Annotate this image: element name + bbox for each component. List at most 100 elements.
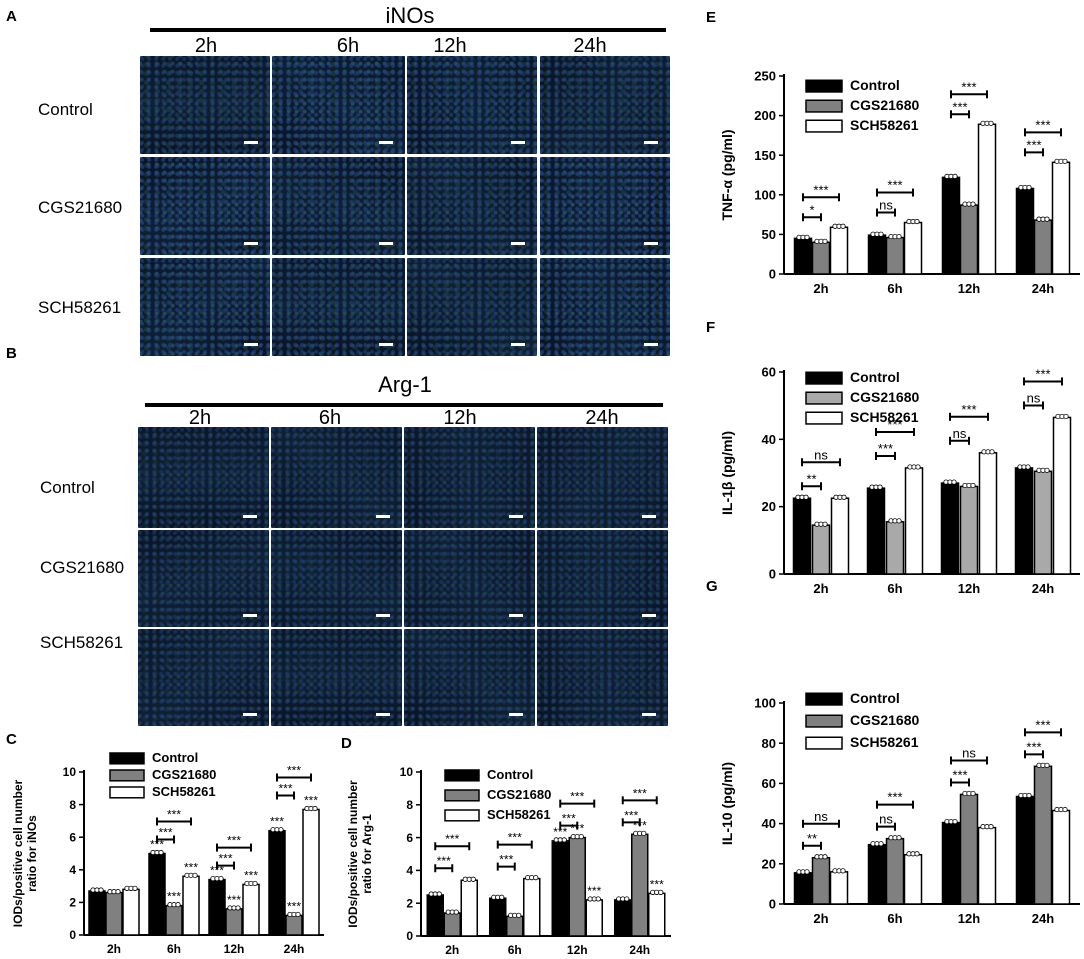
panel-letter-f: F xyxy=(706,319,715,336)
bar-control-6h xyxy=(866,487,886,575)
chart-g: G 0 20 40 60 80 100 IL-10 (pg/ml) 2h 6h 12h 24h ** ns… xyxy=(706,578,1080,926)
panel-b-micrograph-r2-c4 xyxy=(537,530,668,627)
bar-sch58261-6h xyxy=(903,221,923,275)
scale-bar xyxy=(511,343,525,346)
significance-label: *** xyxy=(587,884,601,898)
bar-control-6h xyxy=(148,852,166,936)
y-tick-label: 100 xyxy=(754,696,776,711)
legend-label-sch58261: SCH58261 xyxy=(850,409,919,425)
bracket-label: *** xyxy=(887,417,902,432)
panel-b-time-6h: 6h xyxy=(318,407,342,429)
data-point xyxy=(1063,413,1069,420)
scale-bar xyxy=(243,614,257,617)
data-point xyxy=(595,896,601,902)
scale-bar xyxy=(642,713,656,716)
bracket-label: *** xyxy=(167,808,181,822)
data-point xyxy=(98,887,104,893)
bar-cgs21680-24h xyxy=(1033,470,1053,575)
legend-swatch-sch58261 xyxy=(109,786,145,799)
significance-label: *** xyxy=(150,838,164,852)
data-point xyxy=(989,449,995,455)
y-tick-label: 40 xyxy=(762,816,776,831)
data-point xyxy=(877,484,883,490)
significance-label: *** xyxy=(167,890,181,904)
x-tick-label-6h: 6h xyxy=(887,281,902,296)
data-point xyxy=(561,837,567,843)
legend-label-control: Control xyxy=(850,690,900,706)
bar-cgs21680-24h xyxy=(631,833,649,937)
panel-b-time-12h: 12h xyxy=(443,407,477,429)
bar-sch58261-24h xyxy=(648,892,666,937)
panel-a-micrograph-r2-c4 xyxy=(540,157,670,255)
bar-sch58261-6h xyxy=(182,875,200,936)
panel-b-row-control: Control xyxy=(40,478,95,497)
panel-b-time-2h: 2h xyxy=(188,407,212,429)
legend-swatch-cgs21680 xyxy=(805,99,843,113)
legend-label-control: Control xyxy=(487,767,533,782)
y-axis-label: IL-10 (pg/ml) xyxy=(719,762,735,845)
data-point xyxy=(878,841,884,847)
legend-swatch-cgs21680 xyxy=(109,769,145,782)
chart-f: F 0 20 40 60 IL-1β (pg/ml) 2h 6h 12h 24h ** ns *** **… xyxy=(706,319,1080,596)
panel-letter-d: D xyxy=(341,735,352,752)
data-point xyxy=(1062,158,1068,164)
scale-bar xyxy=(244,343,258,346)
bracket-label: ns xyxy=(814,809,828,824)
panel-b-micrograph-r2-c2 xyxy=(271,530,402,627)
scale-bar xyxy=(511,141,525,144)
bar-control-24h xyxy=(268,829,286,936)
legend-swatch-sch58261 xyxy=(805,411,843,425)
scale-bar xyxy=(509,614,523,617)
bracket-label: *** xyxy=(278,781,292,795)
x-tick-label-6h: 6h xyxy=(167,942,181,956)
bar-sch58261-24h xyxy=(1052,416,1072,575)
x-tick-label-2h: 2h xyxy=(813,581,828,596)
bracket-label: ** xyxy=(807,831,817,846)
data-point xyxy=(453,909,459,915)
bar-control-24h xyxy=(614,899,632,937)
data-point xyxy=(1044,216,1050,222)
panel-a-micrograph-r1-c3 xyxy=(407,56,537,154)
panel-b-title: Arg-1 xyxy=(378,372,432,397)
scale-bar xyxy=(243,713,257,716)
bracket-label: *** xyxy=(1026,739,1041,754)
bar-cgs21680-6h xyxy=(885,521,905,575)
data-point xyxy=(970,201,976,207)
scale-bar xyxy=(244,141,258,144)
legend-swatch-sch58261 xyxy=(805,119,843,133)
data-point xyxy=(822,521,828,527)
panel-b-micrograph-r1-c3 xyxy=(404,427,535,528)
bar-cgs21680-2h xyxy=(811,857,831,905)
panel-b-micrograph-r3-c1 xyxy=(138,629,269,726)
y-axis-label-line1: IODs/positive cell number xyxy=(11,779,25,927)
significance-label: *** xyxy=(184,860,198,874)
bar-control-24h xyxy=(1015,187,1035,275)
data-point xyxy=(896,233,902,240)
panel-a-micrograph-r3-c1 xyxy=(140,258,270,356)
legend-swatch-cgs21680 xyxy=(444,789,480,802)
data-point xyxy=(132,885,138,891)
x-tick-label-6h: 6h xyxy=(508,943,522,957)
x-tick-label-24h: 24h xyxy=(1032,581,1054,596)
y-tick-label: 150 xyxy=(754,148,776,163)
bar-sch58261-2h xyxy=(122,888,140,936)
bar-cgs21680-12h xyxy=(568,836,586,937)
legend-swatch-control xyxy=(444,769,480,782)
data-point xyxy=(1026,184,1032,191)
panel-a-time-6h: 6h xyxy=(336,35,360,57)
bar-cgs21680-12h xyxy=(959,793,979,905)
x-tick-label-12h: 12h xyxy=(567,943,588,957)
panel-a-time-24h: 24h xyxy=(573,35,607,57)
bar-sch58261-12h xyxy=(977,826,997,905)
y-tick-label: 100 xyxy=(754,187,776,202)
bar-control-6h xyxy=(489,897,507,937)
y-tick-label: 2 xyxy=(406,896,413,910)
legend-swatch-control xyxy=(805,692,843,706)
y-tick-label: 8 xyxy=(69,798,76,812)
bracket-label: ns xyxy=(814,447,828,462)
bracket-label: *** xyxy=(952,99,967,114)
x-tick-label-24h: 24h xyxy=(1032,281,1054,296)
bracket-label: ns xyxy=(1027,390,1041,405)
scale-bar xyxy=(509,515,523,518)
scale-bar xyxy=(509,713,523,716)
